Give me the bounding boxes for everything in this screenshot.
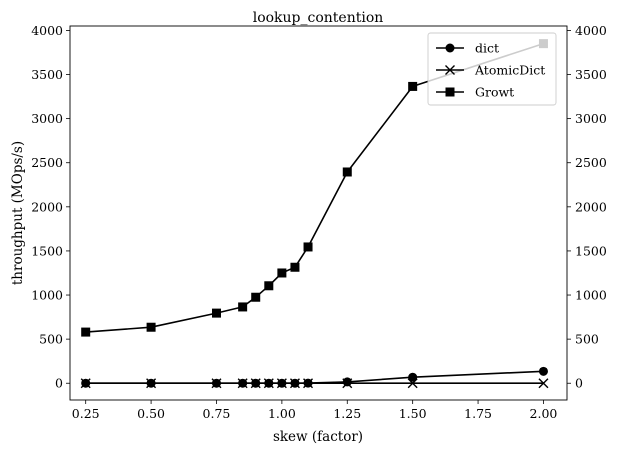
y-tick-label-right: 2500: [575, 155, 607, 170]
y-tick-label-right: 4000: [575, 23, 607, 38]
y-tick-label-left: 3000: [31, 111, 63, 126]
y-tick-label-left: 1500: [31, 243, 63, 258]
data-point-x: [407, 378, 418, 389]
y-tick-label-right: 1000: [575, 288, 607, 303]
data-point-square: [290, 262, 300, 272]
x-tick-label: 1.50: [399, 406, 427, 421]
y-tick-label-left: 2000: [31, 199, 63, 214]
data-point-square: [238, 302, 248, 312]
legend-marker-square: [445, 87, 455, 97]
y-tick-label-left: 500: [39, 332, 63, 347]
data-point-x: [211, 378, 222, 389]
series-dict: [81, 366, 548, 388]
y-tick-label-right: 500: [575, 332, 599, 347]
data-point-square: [303, 242, 313, 252]
y-tick-label-left: 4000: [31, 23, 63, 38]
series-atomicdict: [80, 378, 549, 389]
data-point-x: [250, 378, 261, 389]
x-axis-label: skew (factor): [273, 429, 363, 445]
x-tick-label: 2.00: [530, 406, 558, 421]
data-point-x: [237, 378, 248, 389]
legend-marker-x: [445, 65, 455, 75]
data-point-x: [146, 378, 157, 389]
x-tick-label: 0.25: [72, 406, 100, 421]
data-point-square: [211, 308, 221, 318]
data-point-circle: [538, 366, 548, 376]
plot-frame: [69, 25, 568, 401]
data-point-x: [538, 378, 549, 389]
tick-layer: 0.25 0.50 0.75 1.00 1.25 1.50 1.75 2.00 0 0 500 500…: [31, 23, 607, 421]
x-tick-label: 1.75: [464, 406, 492, 421]
data-point-circle: [408, 372, 418, 382]
data-point-x: [276, 378, 287, 389]
legend-item-atomicdict: AtomicDict: [436, 63, 545, 78]
data-point-x: [263, 378, 274, 389]
legend-item-growt: Growt: [436, 85, 514, 100]
x-tick-label: 0.75: [203, 406, 231, 421]
legend-marker-circle: [445, 43, 455, 53]
y-tick-label-right: 3500: [575, 67, 607, 82]
y-tick-label-left: 0: [55, 376, 63, 391]
legend-item-dict: dict: [436, 41, 499, 56]
chart-title: lookup_contention: [253, 10, 384, 26]
legend-label: dict: [475, 41, 499, 56]
data-point-square: [342, 167, 352, 177]
data-point-square: [81, 327, 91, 337]
legend: dict AtomicDict Growt: [427, 32, 557, 106]
y-tick-label-right: 1500: [575, 243, 607, 258]
x-tick-label: 1.00: [268, 406, 296, 421]
y-tick-label-left: 2500: [31, 155, 63, 170]
x-tick-label: 0.50: [137, 406, 165, 421]
x-tick-label: 1.25: [333, 406, 361, 421]
data-point-x: [342, 378, 353, 389]
data-point-square: [264, 281, 274, 291]
legend-box: [427, 32, 557, 106]
data-point-x: [80, 378, 91, 389]
data-point-square: [408, 81, 418, 91]
series-layer: [80, 39, 549, 389]
data-point-square: [251, 292, 261, 302]
data-point-square: [277, 268, 287, 278]
y-tick-label-left: 1000: [31, 288, 63, 303]
data-point-square: [146, 322, 156, 332]
data-point-circle: [342, 377, 352, 387]
data-point-x: [289, 378, 300, 389]
y-tick-label-right: 0: [575, 376, 583, 391]
y-axis-label: throughput (MOps/s): [10, 141, 26, 285]
y-tick-label-left: 3500: [31, 67, 63, 82]
y-tick-label-right: 2000: [575, 199, 607, 214]
y-tick-label-right: 3000: [575, 111, 607, 126]
series-line: [85, 42, 544, 333]
data-point-x: [303, 378, 314, 389]
legend-label: Growt: [475, 85, 514, 100]
legend-label: AtomicDict: [474, 63, 545, 78]
